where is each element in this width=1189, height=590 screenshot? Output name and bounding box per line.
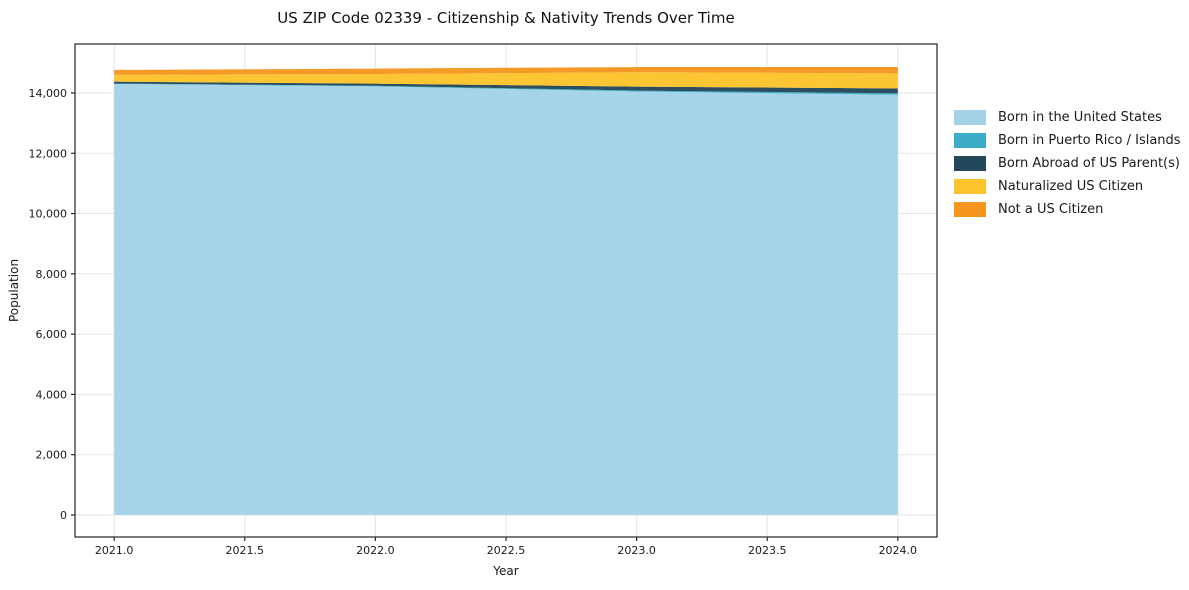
y-tick-label: 4,000 [36,388,68,401]
x-tick-label: 2021.5 [226,544,265,557]
legend-item-born-in-the-united-states: Born in the United States [954,106,1181,129]
legend-label: Not a US Citizen [998,202,1104,217]
legend-swatch [954,110,986,125]
x-tick-label: 2023.0 [617,544,656,557]
legend-swatch [954,156,986,171]
area-born-in-puerto-rico-islands [114,83,898,95]
area-naturalized-us-citizen [114,72,898,89]
y-tick-label: 12,000 [29,147,68,160]
legend-item-born-abroad-of-us-parent-s: Born Abroad of US Parent(s) [954,152,1181,175]
x-tick-label: 2023.5 [748,544,787,557]
y-tick-label: 2,000 [36,449,68,462]
y-tick-label: 0 [60,509,67,522]
legend-item-not-a-us-citizen: Not a US Citizen [954,198,1181,221]
legend-item-born-in-puerto-rico-islands: Born in Puerto Rico / Islands [954,129,1181,152]
x-tick-label: 2022.0 [356,544,395,557]
legend-label: Born in Puerto Rico / Islands [998,133,1181,148]
legend: Born in the United States Born in Puerto … [954,106,1181,221]
legend-label: Born in the United States [998,110,1162,125]
area-born-abroad-of-us-parent-s [114,81,898,94]
chart-title: US ZIP Code 02339 - Citizenship & Nativi… [277,9,735,27]
legend-label: Naturalized US Citizen [998,179,1144,194]
area-not-a-us-citizen [114,67,898,75]
legend-item-naturalized-us-citizen: Naturalized US Citizen [954,175,1181,198]
y-tick-label: 14,000 [29,87,68,100]
x-tick-label: 2021.0 [95,544,134,557]
y-axis-label: Population [7,258,21,323]
legend-swatch [954,133,986,148]
y-tick-label: 8,000 [36,268,68,281]
y-tick-label: 10,000 [29,208,68,221]
legend-label: Born Abroad of US Parent(s) [998,156,1180,171]
x-tick-label: 2024.0 [879,544,918,557]
area-born-in-the-united-states [114,83,898,515]
x-tick-label: 2022.5 [487,544,526,557]
legend-swatch [954,202,986,217]
y-tick-label: 6,000 [36,328,68,341]
x-axis-label: Year [493,564,519,578]
legend-swatch [954,179,986,194]
